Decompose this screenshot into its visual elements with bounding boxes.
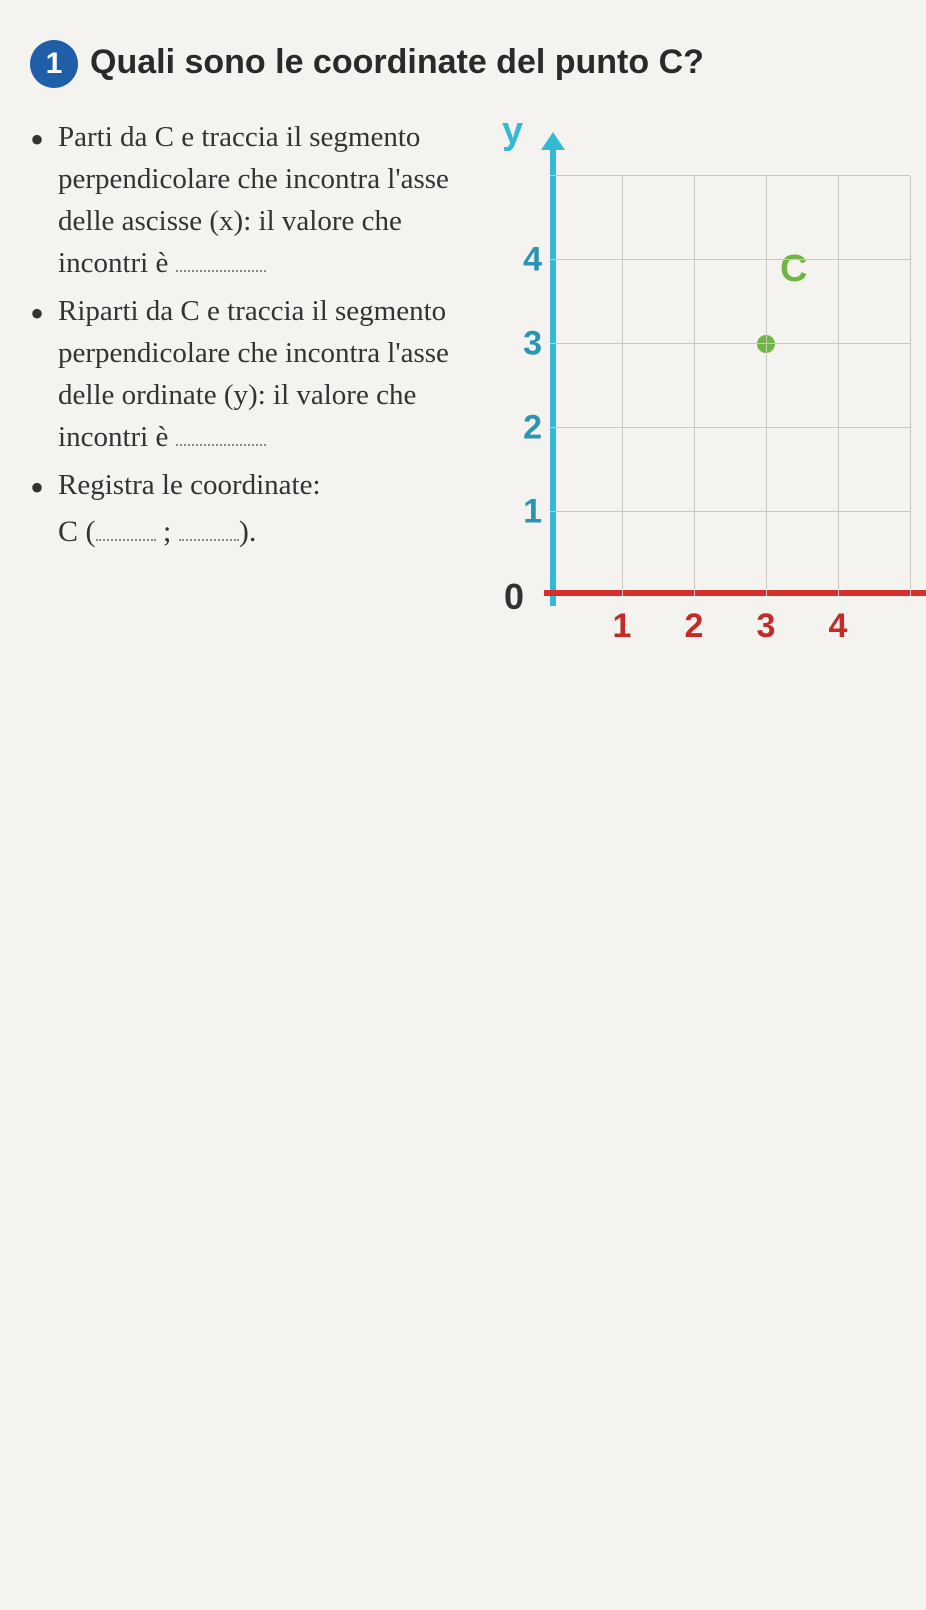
- gridline-vertical: [910, 176, 911, 596]
- gridline-vertical: [622, 176, 623, 596]
- x-tick-label: 2: [685, 607, 704, 646]
- coordinate-chart: y x 0 C 43211234: [510, 116, 910, 596]
- grid-area: y x 0 C 43211234: [550, 176, 910, 596]
- coordinate-answer-line: C ( ; ).: [58, 514, 490, 549]
- question-title: Quali sono le coordinate del punto C?: [90, 43, 704, 82]
- content-row: • Parti da C e traccia il segmento perpe…: [30, 116, 896, 596]
- coord-sep: ;: [156, 515, 179, 548]
- gridline-horizontal: [550, 175, 910, 176]
- x-axis-line: [544, 590, 926, 596]
- gridline-vertical: [838, 176, 839, 596]
- x-tick-label: 3: [757, 607, 776, 646]
- fill-blank[interactable]: [176, 246, 266, 272]
- gridline-horizontal: [550, 343, 910, 344]
- y-axis-line: [550, 146, 556, 606]
- gridline-horizontal: [550, 259, 910, 260]
- fill-blank-y[interactable]: [179, 514, 239, 541]
- bullet-pre: Registra le coordinate:: [58, 469, 321, 501]
- y-tick-label: 3: [506, 325, 542, 364]
- origin-label: 0: [504, 576, 524, 618]
- bullet-item: • Registra le coordinate:: [30, 464, 490, 508]
- y-axis-arrow-icon: [541, 132, 565, 150]
- gridline-horizontal: [550, 511, 910, 512]
- fill-blank-x[interactable]: [96, 514, 156, 541]
- bullet-dot-icon: •: [30, 120, 44, 284]
- bullet-text: Riparti da C e traccia il segmento perpe…: [58, 290, 490, 458]
- gridline-vertical: [694, 176, 695, 596]
- question-header: 1 Quali sono le coordinate del punto C?: [30, 40, 896, 88]
- y-tick-label: 4: [506, 241, 542, 280]
- coord-label: C (: [58, 515, 96, 548]
- y-tick-label: 2: [506, 409, 542, 448]
- bullet-text: Parti da C e traccia il segmento perpend…: [58, 116, 490, 284]
- bullet-item: • Parti da C e traccia il segmento perpe…: [30, 116, 490, 284]
- bullet-dot-icon: •: [30, 294, 44, 458]
- bullet-dot-icon: •: [30, 468, 44, 508]
- gridline-vertical: [766, 176, 767, 596]
- question-number-badge: 1: [30, 40, 78, 88]
- y-tick-label: 1: [506, 493, 542, 532]
- bullet-text: Registra le coordinate:: [58, 464, 490, 508]
- x-tick-label: 4: [829, 607, 848, 646]
- bullet-item: • Riparti da C e traccia il segmento per…: [30, 290, 490, 458]
- x-tick-label: 1: [613, 607, 632, 646]
- gridline-horizontal: [550, 427, 910, 428]
- fill-blank[interactable]: [176, 420, 266, 446]
- point-c-label: C: [780, 248, 807, 291]
- coord-close: ).: [239, 515, 257, 548]
- bullet-list: • Parti da C e traccia il segmento perpe…: [30, 116, 490, 596]
- y-axis-label: y: [502, 110, 523, 153]
